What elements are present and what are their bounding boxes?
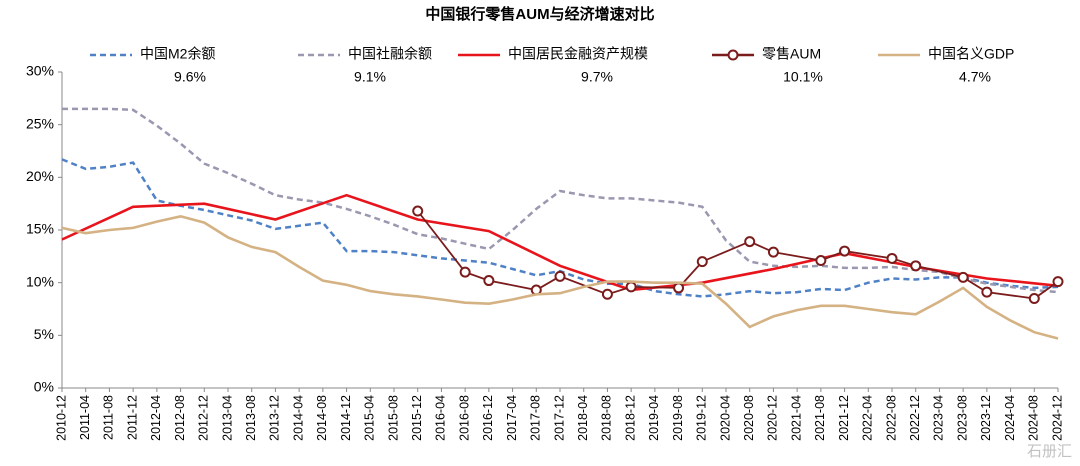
legend-label: 中国M2余额 [140, 46, 215, 62]
x-tick-label: 2021-04 [789, 395, 803, 441]
legend-value: 4.7% [959, 69, 991, 85]
series-marker [412, 205, 424, 217]
x-tick-label: 2017-04 [505, 395, 519, 441]
x-tick-label: 2012-12 [197, 395, 211, 441]
x-tick-label: 2023-08 [955, 395, 969, 441]
x-tick-label: 2022-04 [861, 395, 875, 441]
x-tick-label: 2016-04 [434, 395, 448, 441]
y-tick-label: 20% [26, 168, 54, 184]
x-tick-label: 2019-04 [647, 395, 661, 441]
legend-value: 9.1% [354, 69, 386, 85]
series-marker [483, 275, 495, 287]
series-marker [910, 260, 922, 272]
y-tick-label: 25% [26, 115, 54, 131]
x-tick-label: 2013-08 [244, 395, 258, 441]
x-tick-label: 2011-12 [125, 395, 139, 440]
x-tick-label: 2014-08 [315, 395, 329, 441]
chart-title: 中国银行零售AUM与经济增速对比 [425, 5, 654, 23]
x-tick-label: 2013-12 [268, 395, 282, 441]
watermark: 石册汇 [1027, 443, 1072, 460]
x-tick-label: 2011-04 [78, 395, 92, 440]
x-tick-label: 2024-08 [1027, 395, 1041, 441]
series-marker [459, 266, 471, 278]
series-marker [673, 282, 685, 294]
x-tick-label: 2022-08 [884, 395, 898, 441]
series-marker [554, 270, 566, 282]
x-tick-label: 2023-12 [979, 395, 993, 441]
series-marker [601, 288, 613, 300]
legend-value: 9.6% [174, 69, 206, 85]
series-marker [839, 245, 851, 257]
legend-label: 中国名义GDP [928, 46, 1014, 62]
legend-label: 中国社融余额 [348, 46, 432, 62]
x-tick-label: 2019-12 [695, 395, 709, 441]
x-tick-label: 2021-08 [813, 395, 827, 441]
series-line [61, 214, 1059, 340]
series-marker [886, 252, 898, 264]
x-tick-label: 2019-08 [671, 395, 685, 441]
x-tick-label: 2021-12 [837, 395, 851, 441]
series-marker [744, 236, 756, 248]
x-tick-label: 2016-08 [457, 395, 471, 441]
x-tick-label: 2015-04 [363, 395, 377, 441]
x-tick-label: 2017-08 [529, 395, 543, 441]
series-marker [815, 255, 827, 267]
y-tick-label: 10% [26, 273, 54, 289]
series-marker [625, 281, 637, 293]
x-tick-label: 2012-08 [173, 395, 187, 441]
x-tick-label: 2010-12 [54, 395, 68, 441]
x-tick-label: 2015-12 [410, 395, 424, 441]
x-tick-label: 2013-04 [220, 395, 234, 441]
x-tick-label: 2018-04 [576, 395, 590, 441]
series-marker [1028, 292, 1040, 304]
x-tick-label: 2020-08 [742, 395, 756, 441]
legend-value: 10.1% [783, 69, 823, 85]
series-marker [957, 271, 969, 283]
x-tick-label: 2018-12 [623, 395, 637, 441]
legend-label: 中国居民金融资产规模 [508, 46, 648, 62]
x-tick-label: 2011-08 [102, 395, 116, 440]
legend-label: 零售AUM [762, 46, 821, 62]
x-tick-label: 2024-12 [1050, 395, 1064, 441]
x-tick-label: 2024-04 [1003, 395, 1017, 441]
series-line [416, 210, 1059, 300]
x-tick-label: 2017-12 [552, 395, 566, 441]
x-tick-label: 2020-12 [766, 395, 780, 441]
y-tick-label: 5% [34, 326, 54, 342]
x-tick-label: 2014-12 [339, 395, 353, 441]
x-tick-label: 2023-04 [932, 395, 946, 441]
series-marker [1052, 276, 1064, 288]
series-marker [767, 246, 779, 258]
legend-marker [727, 49, 739, 61]
x-tick-label: 2014-04 [291, 395, 305, 441]
series-marker [981, 286, 993, 298]
y-tick-label: 0% [34, 379, 54, 395]
x-tick-label: 2020-04 [718, 395, 732, 441]
series-line [62, 107, 1059, 294]
y-tick-label: 30% [26, 63, 54, 79]
legend-value: 9.7% [581, 69, 613, 85]
y-tick-label: 15% [26, 221, 54, 237]
x-tick-label: 2022-12 [908, 395, 922, 441]
x-tick-label: 2012-04 [149, 395, 163, 441]
series-marker [696, 256, 708, 268]
x-tick-label: 2018-08 [600, 395, 614, 441]
x-tick-label: 2015-08 [386, 395, 400, 441]
x-tick-label: 2016-12 [481, 395, 495, 441]
